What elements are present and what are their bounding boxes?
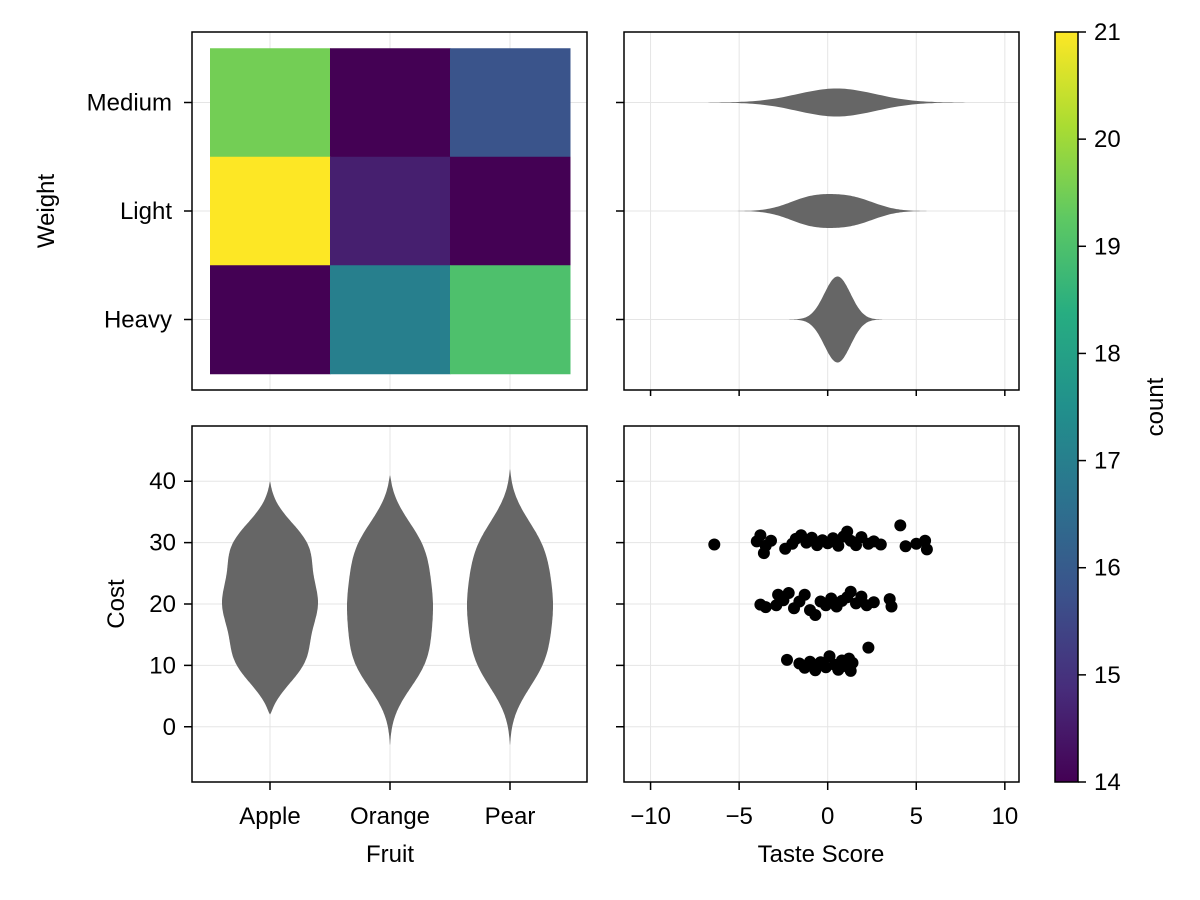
scatter-point-47 — [844, 585, 857, 598]
taste-violin-medium — [668, 88, 1005, 117]
scatter-panel: −10 −5 0 5 10 Taste Score — [616, 425, 1020, 868]
scatter-point-57 — [804, 655, 816, 668]
heatmap-cell-apple-heavy — [210, 265, 331, 375]
cost-violin-x-tick-label-pear: Pear — [485, 803, 536, 830]
scatter-point-54 — [781, 653, 793, 666]
scatter-x-tick-label-0: 0 — [821, 803, 834, 830]
scatter-x-ticks: −10 −5 0 5 10 — [630, 782, 1018, 830]
heatmap-y-tick-label-heavy: Heavy — [104, 307, 172, 334]
heatmap-cell-apple-light — [210, 156, 331, 266]
taste-violins — [668, 88, 1005, 363]
cost-violin-y-tick-label-30: 30 — [149, 530, 176, 557]
cost-violin-y-tick-label-10: 10 — [149, 652, 176, 679]
colorbar-tick-label-18: 18 — [1094, 340, 1121, 367]
cost-violin-x-tick-label-orange: Orange — [350, 803, 430, 830]
heatmap-cell-orange-heavy — [330, 265, 451, 375]
scatter-point-0 — [708, 538, 721, 551]
heatmap-cells — [210, 48, 571, 375]
heatmap-y-tick-label-light: Light — [120, 198, 172, 225]
scatter-point-38 — [798, 588, 811, 601]
colorbar-tick-label-19: 19 — [1094, 233, 1121, 260]
scatter-point-5 — [765, 534, 777, 547]
cost-violins — [222, 469, 553, 746]
scatter-point-31 — [759, 601, 772, 614]
scatter-x-tick-label--10: −10 — [630, 803, 671, 830]
scatter-point-16 — [832, 539, 845, 552]
scatter-point-51 — [867, 596, 880, 609]
scatter-x-tick-label-10: 10 — [991, 803, 1018, 830]
taste-violin-panel — [616, 31, 1020, 396]
heatmap-cell-pear-heavy — [450, 265, 571, 375]
scatter-point-40 — [809, 609, 822, 621]
heatmap-panel: Heavy Light Medium Weight — [33, 31, 588, 391]
heatmap-y-ticks: Heavy Light Medium — [87, 90, 192, 334]
heatmap-y-tick-label-medium: Medium — [87, 90, 172, 117]
colorbar: 14 15 16 17 18 19 20 21 count — [1054, 19, 1169, 796]
scatter-point-35 — [782, 587, 795, 599]
scatter-point-61 — [823, 650, 836, 663]
scatter-point-68 — [844, 664, 857, 677]
scatter-point-25 — [894, 519, 907, 532]
cost-violin-panel: Apple Orange Pear 0 10 20 30 40 Fruit Cost — [103, 425, 588, 868]
colorbar-tick-label-15: 15 — [1094, 662, 1121, 689]
scatter-point-4 — [757, 547, 770, 560]
scatter-point-2 — [754, 529, 767, 542]
cost-violin-orange — [347, 475, 433, 746]
scatter-frame — [623, 425, 1020, 783]
heatmap-y-axis-label: Weight — [33, 174, 60, 249]
scatter-point-49 — [855, 590, 868, 603]
colorbar-tick-label-14: 14 — [1094, 769, 1121, 796]
taste-violin-light — [730, 194, 934, 228]
cost-violin-x-axis-label: Fruit — [366, 841, 414, 868]
scatter-x-tick-label-5: 5 — [910, 803, 923, 830]
cost-violin-x-tick-label-apple: Apple — [239, 803, 300, 830]
colorbar-tick-label-21: 21 — [1094, 19, 1121, 46]
colorbar-gradient — [1055, 32, 1078, 782]
cost-violin-y-ticks: 0 10 20 30 40 — [149, 468, 192, 741]
cost-violin-y-tick-label-20: 20 — [149, 591, 176, 618]
heatmap-cell-apple-medium — [210, 48, 331, 158]
colorbar-label: count — [1142, 377, 1169, 436]
colorbar-tick-label-20: 20 — [1094, 126, 1121, 153]
heatmap-cell-pear-medium — [450, 48, 571, 158]
heatmap-cell-pear-light — [450, 156, 571, 266]
cost-violin-y-tick-label-40: 40 — [149, 468, 176, 495]
scatter-x-tick-label--5: −5 — [725, 803, 752, 830]
heatmap-cell-orange-light — [330, 156, 451, 266]
colorbar-tick-label-17: 17 — [1094, 448, 1121, 475]
scatter-point-24 — [874, 538, 887, 551]
scatter-point-53 — [885, 600, 898, 613]
scatter-point-29 — [920, 543, 933, 556]
scatter-points — [708, 519, 933, 677]
colorbar-frame — [1054, 31, 1079, 783]
cost-violin-x-ticks: Apple Orange Pear — [239, 782, 535, 830]
cost-violin-y-tick-label-0: 0 — [163, 714, 176, 741]
heatmap-cell-orange-medium — [330, 48, 451, 158]
cost-violin-y-axis-label: Cost — [103, 579, 130, 629]
scatter-point-69 — [862, 641, 875, 654]
scatter-x-axis-label: Taste Score — [758, 841, 885, 868]
taste-violin-tick-marks — [616, 101, 1006, 396]
cost-violin-apple — [222, 481, 318, 715]
cost-violin-pear — [467, 469, 553, 746]
colorbar-ticks: 14 15 16 17 18 19 20 21 — [1078, 19, 1121, 796]
scatter-point-18 — [841, 525, 854, 538]
colorbar-tick-label-16: 16 — [1094, 555, 1121, 582]
scatter-point-26 — [899, 540, 912, 553]
taste-violin-heavy — [771, 276, 885, 363]
